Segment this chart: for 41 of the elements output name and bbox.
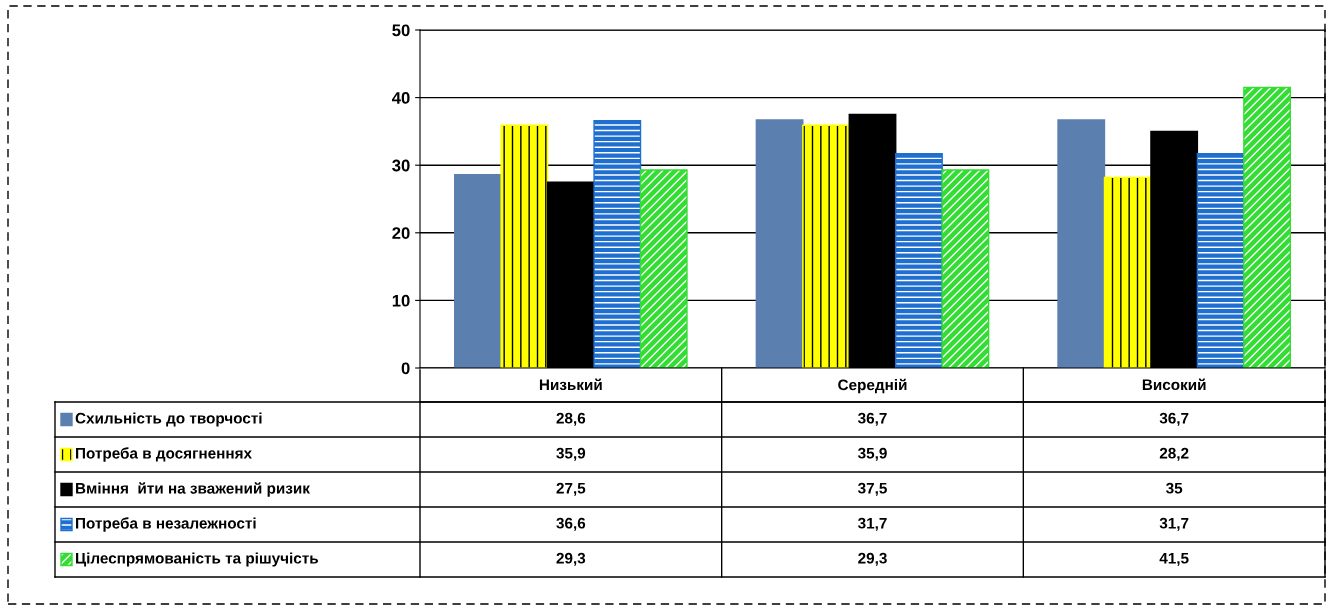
bar bbox=[1057, 119, 1106, 368]
data-label: 35 bbox=[1166, 482, 1183, 494]
legend-label: Цілеспрямованість та рішучість bbox=[76, 552, 319, 567]
y-tick-label: 40 bbox=[391, 92, 410, 104]
legend-label: Потреба в незалежності bbox=[76, 517, 256, 532]
data-label: 36,7 bbox=[1159, 412, 1189, 426]
data-label: 31,7 bbox=[1159, 517, 1189, 531]
bar bbox=[1103, 176, 1152, 368]
y-tick-label: 50 bbox=[392, 24, 410, 37]
y-tick-label: 20 bbox=[392, 227, 410, 239]
y-tick-label: 10 bbox=[392, 294, 410, 307]
data-label: 36,6 bbox=[556, 517, 586, 531]
bar bbox=[1243, 86, 1292, 368]
data-label: 36,7 bbox=[857, 412, 887, 426]
data-label: 27,5 bbox=[556, 482, 586, 496]
data-label: 37,5 bbox=[857, 482, 887, 496]
legend-label: Вміння йти на зважений ризик bbox=[76, 482, 310, 497]
data-label: 41,5 bbox=[1159, 552, 1189, 566]
x-tick-label: Середній bbox=[838, 378, 907, 394]
data-label: 29,3 bbox=[858, 552, 887, 566]
bar bbox=[1196, 153, 1245, 368]
x-tick-label: Високий bbox=[1142, 378, 1206, 391]
data-label: 28,2 bbox=[1159, 447, 1189, 461]
bar bbox=[895, 153, 943, 368]
bar bbox=[941, 169, 990, 368]
data-label: 31,7 bbox=[857, 517, 887, 531]
bar bbox=[639, 169, 688, 368]
bar bbox=[500, 124, 549, 368]
y-tick-label: 0 bbox=[401, 362, 410, 375]
data-label: 28,6 bbox=[556, 412, 586, 426]
legend-label: Схильність до творчості bbox=[75, 412, 262, 427]
x-tick-label: Низький bbox=[539, 378, 602, 391]
bar bbox=[453, 173, 502, 368]
y-tick-label: 30 bbox=[392, 159, 410, 172]
legend-label: Потреба в досягненнях bbox=[76, 447, 252, 462]
data-label: 29,3 bbox=[556, 552, 586, 566]
bar bbox=[755, 119, 804, 368]
data-label: 35,9 bbox=[857, 447, 887, 461]
bar bbox=[802, 124, 850, 368]
data-label: 35,9 bbox=[556, 447, 586, 461]
bar bbox=[593, 119, 642, 368]
